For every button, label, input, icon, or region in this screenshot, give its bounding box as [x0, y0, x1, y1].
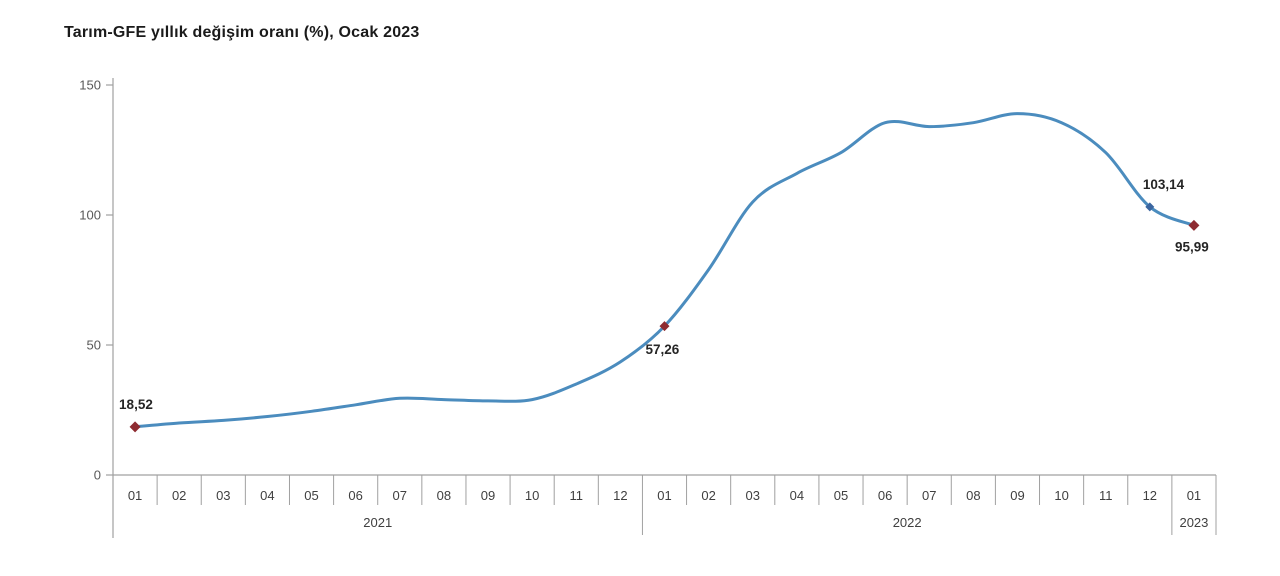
data-point-label: 95,99	[1175, 239, 1209, 254]
month-label: 08	[966, 488, 980, 503]
data-point-label: 57,26	[646, 342, 680, 357]
y-axis-tick-label: 50	[87, 338, 101, 353]
year-label: 2022	[893, 515, 922, 530]
data-series-line	[133, 112, 1196, 429]
month-label: 07	[922, 488, 936, 503]
month-label: 12	[1143, 488, 1157, 503]
month-label: 07	[393, 488, 407, 503]
data-point-label: 18,52	[119, 397, 153, 412]
chart-title: Tarım-GFE yıllık değişim oranı (%), Ocak…	[64, 24, 420, 41]
month-label: 05	[304, 488, 318, 503]
month-label: 02	[701, 488, 715, 503]
month-label: 04	[790, 488, 804, 503]
month-label: 10	[525, 488, 539, 503]
month-label: 06	[878, 488, 892, 503]
year-label: 2023	[1179, 515, 1208, 530]
month-label: 01	[128, 488, 142, 503]
y-axis-tick-label: 150	[79, 78, 101, 93]
month-label: 10	[1054, 488, 1068, 503]
month-label: 01	[657, 488, 671, 503]
month-label: 12	[613, 488, 627, 503]
data-point-marker	[1145, 202, 1155, 212]
data-point-marker	[129, 421, 141, 433]
month-label: 06	[348, 488, 362, 503]
month-label: 09	[1010, 488, 1024, 503]
data-point-label: 103,14	[1143, 177, 1185, 192]
month-label: 03	[216, 488, 230, 503]
month-label: 01	[1187, 488, 1201, 503]
month-label: 09	[481, 488, 495, 503]
month-label: 04	[260, 488, 274, 503]
data-point-marker	[1188, 219, 1200, 231]
month-label: 11	[570, 488, 584, 503]
month-label: 02	[172, 488, 186, 503]
month-label: 05	[834, 488, 848, 503]
year-label: 2021	[363, 515, 392, 530]
y-axis-tick-label: 0	[94, 468, 101, 483]
y-axis-tick-label: 100	[79, 208, 101, 223]
month-label: 03	[746, 488, 760, 503]
month-label: 08	[437, 488, 451, 503]
month-label: 11	[1099, 488, 1113, 503]
data-point-marker	[659, 321, 670, 332]
